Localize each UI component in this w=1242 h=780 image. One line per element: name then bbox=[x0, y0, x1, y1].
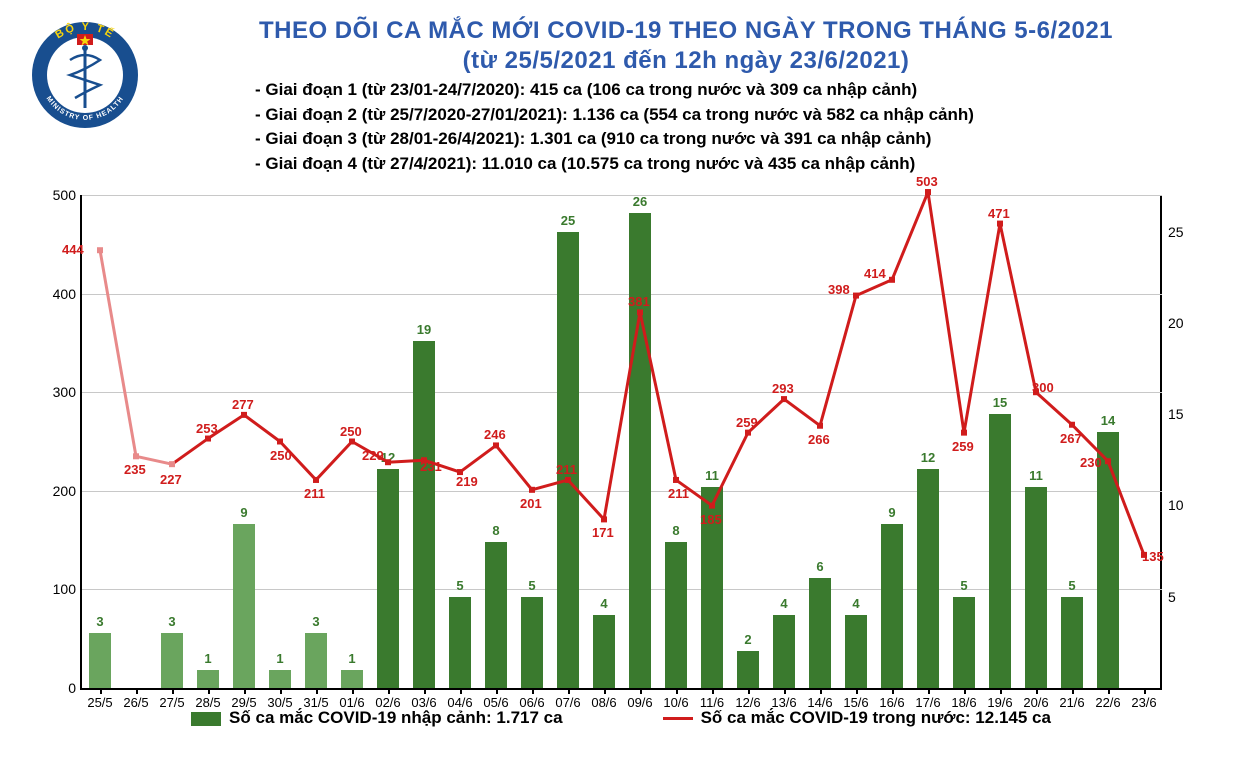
x-tick bbox=[820, 688, 822, 694]
x-tick bbox=[1036, 688, 1038, 694]
y-left-label: 300 bbox=[42, 384, 76, 400]
stage-summary: - Giai đoạn 1 (từ 23/01-24/7/2020): 415 … bbox=[255, 78, 974, 177]
line-value-label: 185 bbox=[700, 512, 722, 527]
y-left-label: 500 bbox=[42, 187, 76, 203]
x-tick bbox=[208, 688, 210, 694]
line-value-label: 277 bbox=[232, 397, 254, 412]
chart-title: THEO DÕI CA MẮC MỚI COVID-19 THEO NGÀY T… bbox=[150, 10, 1222, 76]
line-value-label: 135 bbox=[1142, 549, 1164, 564]
x-tick bbox=[532, 688, 534, 694]
x-tick bbox=[244, 688, 246, 694]
line-value-label: 211 bbox=[668, 486, 689, 501]
y-right-label: 25 bbox=[1168, 224, 1202, 240]
x-tick bbox=[424, 688, 426, 694]
y-left-label: 200 bbox=[42, 483, 76, 499]
line-value-label: 293 bbox=[772, 381, 794, 396]
x-tick bbox=[388, 688, 390, 694]
y-right-label: 20 bbox=[1168, 315, 1202, 331]
line-value-label: 235 bbox=[124, 462, 146, 477]
legend: Số ca mắc COVID-19 nhập cảnh: 1.717 ca S… bbox=[30, 708, 1212, 728]
x-tick bbox=[928, 688, 930, 694]
x-tick bbox=[604, 688, 606, 694]
x-tick bbox=[100, 688, 102, 694]
plot-area: 010020030040050051015202525/5326/527/532… bbox=[80, 195, 1162, 690]
line-value-label: 300 bbox=[1032, 380, 1054, 395]
stage-2: - Giai đoạn 2 (từ 25/7/2020-27/01/2021):… bbox=[255, 103, 974, 128]
x-tick bbox=[1000, 688, 1002, 694]
stage-3: - Giai đoạn 3 (từ 28/01-26/4/2021): 1.30… bbox=[255, 127, 974, 152]
legend-line: Số ca mắc COVID-19 trong nước: 12.145 ca bbox=[663, 708, 1051, 728]
x-tick bbox=[172, 688, 174, 694]
line-value-label: 231 bbox=[420, 459, 442, 474]
line-value-label: 503 bbox=[916, 174, 938, 189]
line-value-label: 414 bbox=[864, 266, 886, 281]
x-tick bbox=[748, 688, 750, 694]
chart-area: 010020030040050051015202525/5326/527/532… bbox=[30, 195, 1212, 730]
line-value-label: 219 bbox=[456, 474, 478, 489]
line-value-label: 471 bbox=[988, 206, 1010, 221]
y-right-label: 5 bbox=[1168, 589, 1202, 605]
line-value-label: 267 bbox=[1060, 431, 1082, 446]
x-tick bbox=[712, 688, 714, 694]
x-tick bbox=[1144, 688, 1146, 694]
title-line-1: THEO DÕI CA MẮC MỚI COVID-19 THEO NGÀY T… bbox=[150, 16, 1222, 46]
stage-1: - Giai đoạn 1 (từ 23/01-24/7/2020): 415 … bbox=[255, 78, 974, 103]
y-right-label: 10 bbox=[1168, 497, 1202, 513]
x-tick bbox=[280, 688, 282, 694]
line-value-label: 253 bbox=[196, 421, 218, 436]
x-tick bbox=[316, 688, 318, 694]
line-value-label: 259 bbox=[952, 439, 974, 454]
line-swatch-icon bbox=[663, 717, 693, 720]
line-value-label: 398 bbox=[828, 282, 850, 297]
y-left-label: 0 bbox=[42, 680, 76, 696]
y-left-label: 100 bbox=[42, 581, 76, 597]
x-tick bbox=[784, 688, 786, 694]
line-value-label: 211 bbox=[556, 462, 577, 477]
line-value-label: 211 bbox=[304, 486, 325, 501]
x-tick bbox=[856, 688, 858, 694]
x-tick bbox=[352, 688, 354, 694]
bar-swatch-icon bbox=[191, 712, 221, 726]
x-tick bbox=[136, 688, 138, 694]
x-tick bbox=[676, 688, 678, 694]
y-left-label: 400 bbox=[42, 286, 76, 302]
x-tick bbox=[640, 688, 642, 694]
line-value-label: 444 bbox=[62, 242, 84, 257]
legend-bar: Số ca mắc COVID-19 nhập cảnh: 1.717 ca bbox=[191, 708, 563, 728]
line-value-label: 259 bbox=[736, 415, 758, 430]
y-right-label: 15 bbox=[1168, 406, 1202, 422]
line-value-label: 381 bbox=[628, 294, 650, 309]
line-value-label: 229 bbox=[362, 448, 384, 463]
line-value-label: 250 bbox=[340, 424, 362, 439]
line-value-label: 246 bbox=[484, 427, 506, 442]
line-series bbox=[82, 195, 1162, 688]
stage-4: - Giai đoạn 4 (từ 27/4/2021): 11.010 ca … bbox=[255, 152, 974, 177]
line-value-label: 171 bbox=[592, 525, 614, 540]
line-value-label: 266 bbox=[808, 432, 830, 447]
x-tick bbox=[1072, 688, 1074, 694]
x-tick bbox=[1108, 688, 1110, 694]
x-tick bbox=[460, 688, 462, 694]
x-tick bbox=[496, 688, 498, 694]
x-tick bbox=[892, 688, 894, 694]
line-value-label: 230 bbox=[1080, 455, 1102, 470]
line-value-label: 201 bbox=[520, 496, 542, 511]
x-tick bbox=[568, 688, 570, 694]
x-tick bbox=[964, 688, 966, 694]
line-value-label: 250 bbox=[270, 448, 292, 463]
ministry-logo: BỘ Y TẾ MINISTRY OF HEALTH bbox=[30, 20, 140, 130]
line-value-label: 227 bbox=[160, 472, 182, 487]
title-line-2: (từ 25/5/2021 đến 12h ngày 23/6/2021) bbox=[150, 46, 1222, 76]
